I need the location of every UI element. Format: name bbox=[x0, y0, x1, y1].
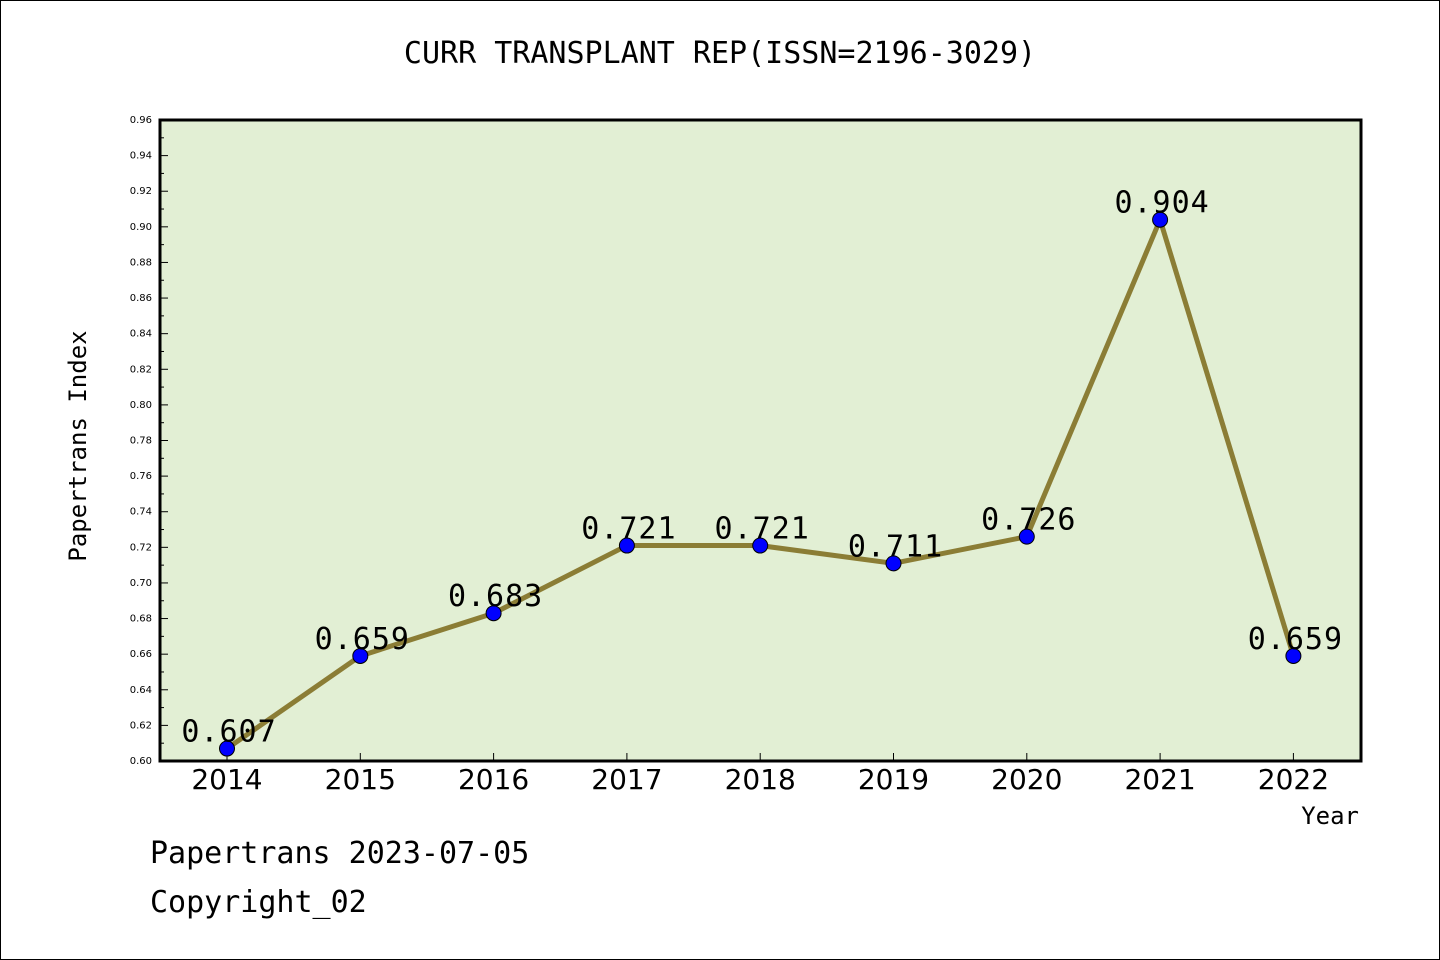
y-tick-label: 0.94 bbox=[130, 151, 152, 162]
y-tick-label: 0.78 bbox=[130, 436, 152, 447]
y-tick-label: 0.66 bbox=[130, 649, 152, 660]
data-point bbox=[618, 537, 635, 554]
x-tick-label: 2016 bbox=[458, 763, 529, 796]
data-point bbox=[885, 555, 902, 572]
data-label: 0.607 bbox=[181, 715, 276, 750]
y-tick-label: 0.72 bbox=[130, 542, 152, 553]
y-tick-label: 0.64 bbox=[130, 685, 152, 696]
data-point bbox=[1152, 211, 1169, 228]
x-tick-label: 2014 bbox=[191, 763, 262, 796]
data-label: 0.721 bbox=[581, 512, 676, 547]
x-tick-label: 2020 bbox=[991, 763, 1062, 796]
data-point bbox=[219, 740, 235, 757]
y-tick-label: 0.74 bbox=[130, 507, 152, 518]
chart-title: CURR TRANSPLANT REP(ISSN=2196-3029) bbox=[403, 36, 1037, 71]
y-tick-label: 0.62 bbox=[130, 720, 152, 731]
y-axis-label: Papertrans Index bbox=[64, 330, 92, 561]
x-tick-label: 2017 bbox=[591, 763, 662, 796]
y-tick-label: 0.68 bbox=[130, 614, 152, 625]
data-label: 0.659 bbox=[315, 622, 410, 657]
y-tick-label: 0.92 bbox=[130, 186, 152, 197]
y-tick-label: 0.88 bbox=[130, 257, 152, 268]
y-tick-label: 0.76 bbox=[130, 471, 152, 482]
data-label: 0.659 bbox=[1248, 622, 1343, 657]
data-point bbox=[485, 605, 502, 622]
data-point bbox=[1285, 647, 1302, 664]
x-tick-label: 2019 bbox=[858, 763, 929, 796]
y-tick-label: 0.60 bbox=[130, 756, 152, 767]
x-tick-label: 2018 bbox=[725, 763, 796, 796]
x-tick-label: 2022 bbox=[1258, 763, 1329, 796]
y-tick-label: 0.90 bbox=[130, 222, 152, 233]
x-tick-label: 2015 bbox=[325, 763, 396, 796]
x-axis-label: Year bbox=[1301, 802, 1359, 830]
data-label: 0.904 bbox=[1114, 186, 1209, 221]
data-label: 0.726 bbox=[981, 503, 1076, 538]
footer-copyright: Copyright_02 bbox=[150, 885, 367, 920]
x-tick-label: 2021 bbox=[1124, 763, 1195, 796]
footer-date: Papertrans 2023-07-05 bbox=[150, 836, 530, 871]
data-label: 0.711 bbox=[848, 529, 943, 564]
data-label: 0.683 bbox=[448, 579, 543, 614]
y-tick-label: 0.96 bbox=[130, 115, 152, 126]
y-tick-label: 0.80 bbox=[130, 400, 152, 411]
data-label: 0.721 bbox=[715, 512, 810, 547]
y-tick-label: 0.86 bbox=[130, 293, 152, 304]
y-tick-label: 0.84 bbox=[130, 329, 152, 340]
plot-border bbox=[158, 118, 1363, 763]
data-point bbox=[352, 647, 369, 664]
data-point bbox=[1018, 528, 1035, 545]
y-tick-label: 0.70 bbox=[130, 578, 152, 589]
y-tick-label: 0.82 bbox=[130, 364, 152, 375]
data-point bbox=[752, 537, 769, 554]
